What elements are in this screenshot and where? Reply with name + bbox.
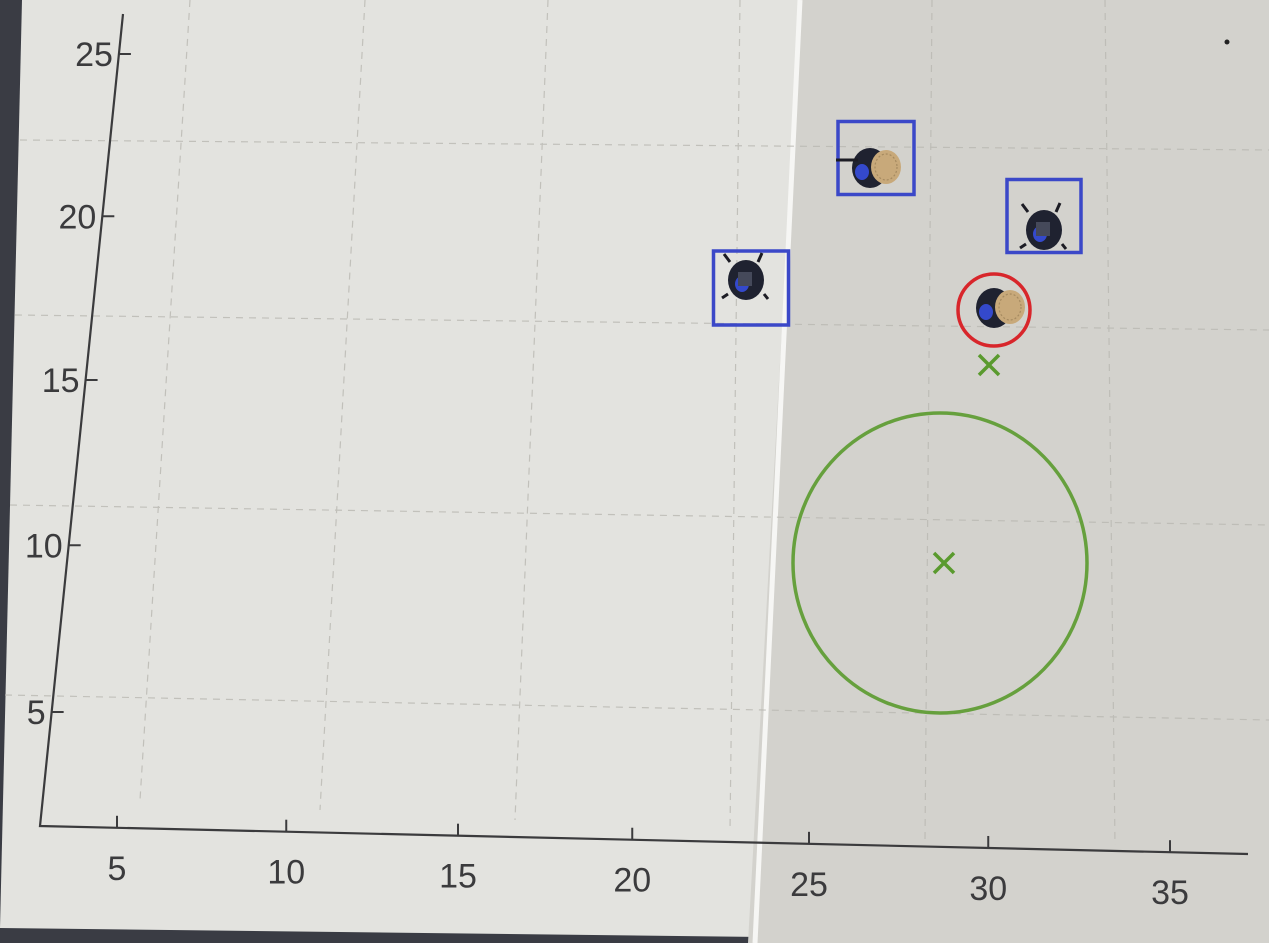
x-tick-label: 5 bbox=[108, 850, 127, 888]
bright-seam bbox=[752, 0, 803, 943]
target-circle bbox=[791, 411, 1089, 715]
robots-layer bbox=[721, 148, 1068, 328]
target-region bbox=[791, 411, 1089, 715]
goal-cross-marker bbox=[932, 551, 956, 575]
robot bbox=[721, 252, 770, 300]
leader-robot-circle bbox=[956, 272, 1032, 348]
goal-cross-marker bbox=[977, 353, 1001, 377]
axis-lines bbox=[38, 13, 1249, 856]
x-axis-ticks: 5 10 15 20 25 30 35 bbox=[108, 815, 1189, 912]
plot-axes bbox=[38, 13, 1249, 856]
y-tick-label: 20 bbox=[58, 198, 96, 236]
x-tick-label: 20 bbox=[613, 862, 651, 900]
plot-markers bbox=[711, 119, 1083, 575]
y-tick-label: 15 bbox=[42, 362, 80, 400]
x-tick-label: 25 bbox=[790, 866, 828, 904]
x-tick-label: 10 bbox=[267, 854, 305, 892]
tracked-robot-box bbox=[1005, 177, 1083, 255]
robot bbox=[852, 148, 901, 188]
tracked-robot-box bbox=[711, 249, 791, 327]
x-tick-label: 15 bbox=[439, 858, 477, 896]
robot bbox=[976, 288, 1025, 328]
y-axis-ticks: 5 10 15 20 25 bbox=[25, 36, 131, 732]
robot bbox=[1019, 202, 1068, 250]
floor-tile-seams bbox=[4, 0, 1269, 846]
dust-speck bbox=[1224, 39, 1230, 45]
x-tick-label: 30 bbox=[969, 870, 1007, 908]
x-tick-label: 35 bbox=[1151, 874, 1189, 912]
tracked-robot-box bbox=[836, 119, 916, 197]
shaded-region bbox=[748, 0, 1269, 943]
y-tick-label: 25 bbox=[75, 36, 113, 74]
y-tick-label: 5 bbox=[27, 694, 46, 732]
y-tick-label: 10 bbox=[25, 527, 63, 565]
